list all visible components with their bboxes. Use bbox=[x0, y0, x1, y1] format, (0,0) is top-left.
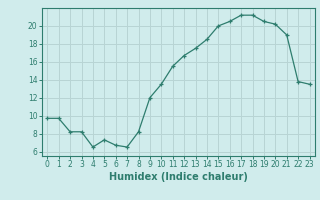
X-axis label: Humidex (Indice chaleur): Humidex (Indice chaleur) bbox=[109, 172, 248, 182]
